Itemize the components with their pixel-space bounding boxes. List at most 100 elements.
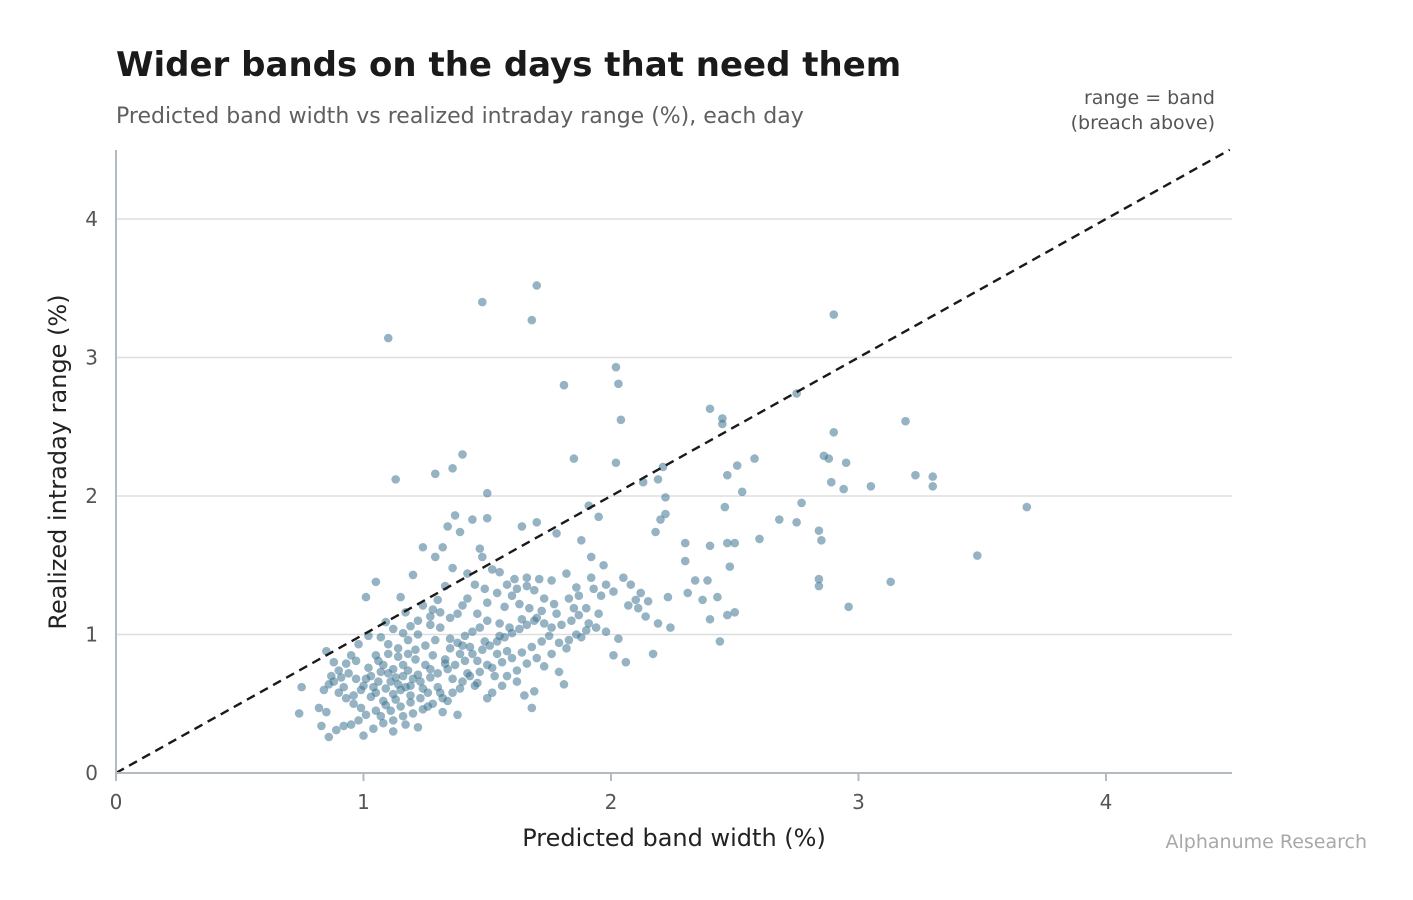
data-point <box>478 552 487 562</box>
data-point <box>517 614 527 624</box>
data-point <box>814 581 824 591</box>
data-point <box>386 677 396 686</box>
data-point <box>515 624 524 634</box>
data-point <box>445 613 455 623</box>
data-point <box>601 627 611 637</box>
x-tick-label: 2 <box>605 790 618 814</box>
data-point <box>495 631 504 641</box>
data-point <box>557 620 566 630</box>
y-tick-label: 4 <box>85 207 98 231</box>
data-point <box>609 650 618 660</box>
data-point <box>336 673 346 682</box>
data-point <box>554 667 564 677</box>
data-point <box>841 458 851 468</box>
data-point <box>391 695 400 704</box>
data-point <box>690 576 700 585</box>
data-point <box>428 605 438 614</box>
data-point <box>529 585 539 595</box>
data-point <box>564 594 574 603</box>
data-point <box>814 526 824 535</box>
data-point <box>522 620 532 630</box>
data-point <box>973 551 982 560</box>
data-point <box>512 666 522 675</box>
data-point <box>621 657 631 667</box>
data-point <box>497 657 507 667</box>
data-point <box>1022 502 1032 512</box>
data-point <box>319 685 329 695</box>
data-point <box>393 680 403 689</box>
data-point <box>572 630 581 639</box>
data-point <box>866 482 876 491</box>
data-point <box>527 642 537 652</box>
data-point <box>453 609 462 619</box>
data-point <box>453 710 462 720</box>
data-point <box>633 603 643 613</box>
data-point <box>349 691 358 700</box>
data-point <box>572 583 581 592</box>
data-point <box>458 601 467 610</box>
data-point <box>460 656 470 666</box>
data-point <box>577 536 586 545</box>
data-point <box>426 664 435 674</box>
data-point <box>381 700 391 710</box>
data-point <box>468 649 477 659</box>
data-point <box>391 475 400 484</box>
data-point <box>418 542 428 552</box>
data-point <box>433 668 443 678</box>
data-point <box>475 667 485 677</box>
data-point <box>393 652 403 661</box>
data-point <box>478 645 487 655</box>
data-point <box>331 725 341 735</box>
y-tick-label: 1 <box>85 623 98 647</box>
data-point <box>376 667 386 677</box>
data-point <box>547 623 556 632</box>
data-point <box>559 680 569 689</box>
data-point <box>586 573 596 583</box>
data-point <box>549 599 559 609</box>
data-point <box>532 518 542 527</box>
data-point <box>515 599 524 609</box>
data-point <box>334 666 344 675</box>
data-point <box>705 614 715 624</box>
data-point <box>369 724 378 733</box>
data-point <box>480 584 490 594</box>
data-point <box>413 722 423 732</box>
data-point <box>522 659 532 668</box>
reference-line <box>115 148 1231 775</box>
data-point <box>364 663 373 673</box>
data-point <box>369 682 378 692</box>
data-point <box>314 703 324 713</box>
data-point <box>532 281 542 290</box>
data-point <box>901 416 910 426</box>
data-point <box>492 588 502 598</box>
data-point <box>502 671 512 681</box>
data-point <box>510 574 519 584</box>
data-point <box>371 577 381 587</box>
data-point <box>520 691 529 700</box>
data-point <box>552 609 561 619</box>
data-point <box>564 635 574 645</box>
data-point <box>817 536 826 545</box>
data-point <box>517 648 527 657</box>
data-point <box>346 650 356 660</box>
data-point <box>411 645 420 655</box>
data-point <box>435 623 445 632</box>
data-point <box>426 673 435 682</box>
data-point <box>374 677 383 686</box>
data-point <box>430 469 440 479</box>
data-point <box>448 563 457 573</box>
data-point <box>539 662 549 671</box>
y-tick-label: 3 <box>85 346 98 370</box>
data-point <box>458 677 467 686</box>
data-point <box>829 427 839 437</box>
data-point <box>322 707 331 717</box>
data-point <box>346 720 356 729</box>
data-point <box>354 716 363 725</box>
data-point <box>406 621 415 631</box>
data-point <box>487 688 497 697</box>
y-tick-label: 0 <box>85 761 98 785</box>
data-point <box>354 639 363 649</box>
data-point <box>661 493 670 502</box>
data-point <box>797 498 806 508</box>
data-point <box>433 595 443 605</box>
